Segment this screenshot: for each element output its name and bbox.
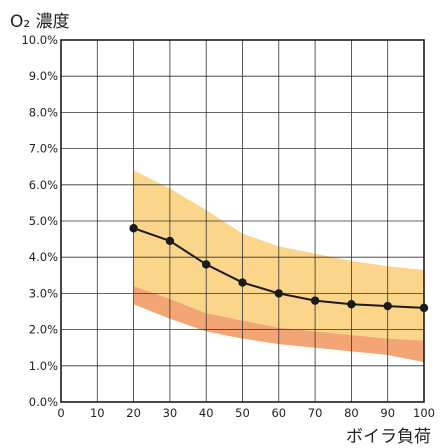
y-tick-label: 0.0% — [29, 395, 58, 409]
x-tick-label: 60 — [271, 406, 286, 420]
x-axis-label: ボイラ負荷 — [346, 427, 431, 447]
data-point — [274, 289, 283, 298]
data-point — [202, 260, 211, 269]
data-point — [310, 296, 320, 305]
y-tick-label: 3.0% — [29, 286, 58, 300]
data-point — [238, 278, 247, 287]
series-layer — [129, 224, 429, 313]
data-point — [165, 236, 175, 246]
x-tick-label: 0 — [57, 406, 64, 420]
y-tick-label: 2.0% — [29, 323, 58, 337]
data-point — [347, 300, 356, 309]
grid-lines — [61, 40, 424, 402]
data-point — [419, 303, 429, 313]
y-tick-label: 9.0% — [29, 69, 58, 83]
x-tick-label: 40 — [199, 406, 214, 420]
y-tick-label: 7.0% — [29, 142, 58, 156]
y-tick-label: 5.0% — [29, 214, 58, 228]
data-point — [129, 224, 138, 233]
y-tick-label: 10.0% — [21, 33, 58, 47]
data-point — [383, 301, 392, 311]
x-tick-label: 80 — [344, 406, 359, 420]
y-tick-label: 1.0% — [29, 359, 58, 373]
y-tick-labels: 0.0% 1.0% 2.0% 3.0% 4.0% 5.0% 6.0% 7.0% 8.0% 9.0%… — [21, 33, 58, 409]
x-tick-label: 20 — [126, 406, 141, 420]
x-tick-label: 10 — [90, 406, 105, 420]
x-tick-label: 100 — [413, 406, 435, 420]
y-tick-label: 4.0% — [29, 250, 58, 264]
x-tick-labels: 0 10 20 30 40 50 60 70 80 90 100 — [57, 406, 435, 420]
y-tick-label: 6.0% — [29, 178, 58, 192]
x-tick-label: 30 — [163, 406, 178, 420]
y-tick-label: 8.0% — [29, 105, 58, 119]
x-tick-label: 90 — [380, 406, 395, 420]
x-tick-label: 70 — [308, 406, 323, 420]
y-axis-label: O₂ 濃度 — [10, 12, 70, 32]
x-tick-label: 50 — [235, 406, 250, 420]
plot-frame — [60, 39, 425, 403]
